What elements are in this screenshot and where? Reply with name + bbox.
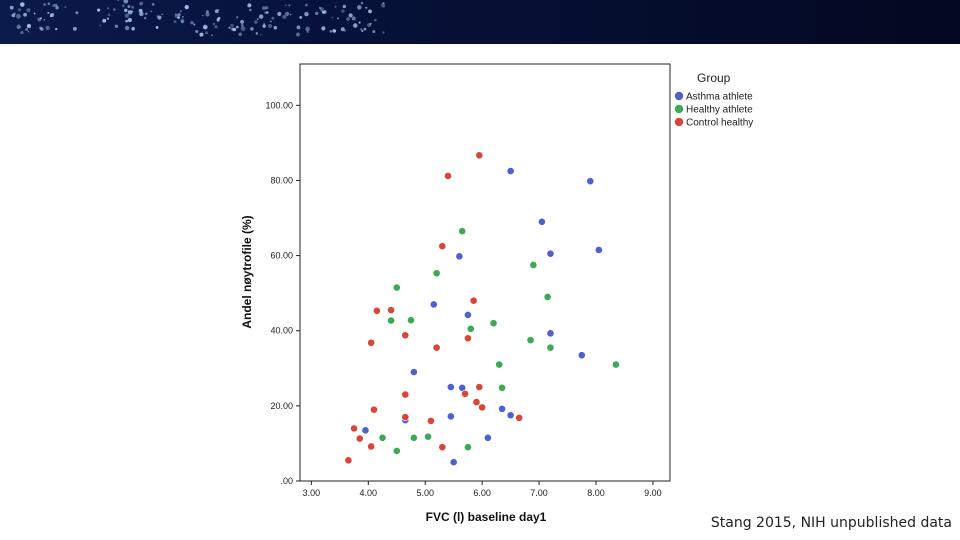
legend: Group Asthma athlete Healthy athlete Contr… [674, 71, 753, 129]
legend-label: Control healthy [686, 118, 753, 129]
data-point-series-2 [515, 413, 524, 422]
data-point-series-1 [543, 293, 552, 301]
data-point-series-0 [361, 426, 370, 435]
y-tick-label: .00 [280, 476, 293, 486]
y-tick-label: 100.00 [265, 100, 293, 110]
data-point-series-1 [489, 319, 498, 328]
data-point-series-2 [367, 442, 376, 451]
data-point-series-2 [444, 172, 452, 180]
data-point-series-1 [387, 316, 395, 325]
data-point-series-0 [446, 412, 455, 421]
legend-label: Healthy athlete [686, 105, 753, 116]
data-point-series-1 [526, 336, 535, 345]
data-point-series-2 [370, 405, 378, 414]
data-point-series-1 [546, 343, 555, 352]
banner-dot-pattern [9, 0, 386, 37]
data-point-series-0 [446, 383, 455, 391]
data-point-series-2 [427, 416, 435, 425]
data-point-series-2 [438, 242, 447, 251]
y-tick-label: 60.00 [270, 251, 293, 261]
data-point-series-0 [546, 329, 555, 338]
data-point-series-1 [392, 447, 401, 455]
data-point-series-2 [478, 403, 487, 412]
legend-title: Group [697, 71, 731, 85]
legend-label: Asthma athlete [686, 92, 753, 103]
data-point-series-1 [407, 316, 415, 325]
y-tick-label: 40.00 [270, 326, 293, 336]
data-point-series-1 [392, 283, 401, 292]
data-point-series-1 [458, 227, 467, 236]
x-tick-label: 4.00 [360, 488, 378, 498]
y-tick-label: 20.00 [270, 401, 293, 411]
data-point-series-0 [464, 311, 472, 319]
data-point-series-2 [367, 338, 376, 347]
data-point-series-0 [538, 217, 546, 226]
data-point-series-1 [495, 360, 504, 369]
data-point-series-0 [449, 458, 458, 467]
plot-area [299, 63, 671, 482]
legend-marker [674, 91, 684, 101]
data-point-series-0 [586, 177, 595, 186]
data-point-series-0 [409, 368, 418, 376]
data-point-series-2 [475, 151, 484, 160]
data-point-series-1 [529, 261, 538, 269]
data-point-series-2 [472, 398, 481, 407]
data-point-series-0 [546, 249, 555, 258]
x-tick-label: 7.00 [530, 488, 548, 498]
data-point-series-2 [401, 413, 410, 422]
data-point-series-2 [372, 306, 381, 315]
data-point-series-2 [387, 306, 395, 314]
x-tick-label: 5.00 [416, 488, 434, 498]
x-tick-label: 3.00 [303, 488, 321, 498]
x-tick-label: 6.00 [473, 488, 491, 498]
data-point-series-0 [455, 252, 464, 261]
x-axis-title: FVC (l) baseline day1 [426, 510, 547, 524]
data-point-series-2 [401, 390, 410, 399]
y-tick-label: 80.00 [270, 175, 293, 185]
data-point-series-0 [594, 246, 603, 254]
data-point-series-0 [506, 411, 515, 420]
data-point-series-2 [475, 383, 484, 391]
data-point-series-2 [432, 343, 441, 352]
y-axis-title: Andel nøytrofile (%) [240, 215, 254, 328]
data-point-series-2 [438, 443, 447, 452]
x-tick-label: 8.00 [587, 488, 605, 498]
data-point-series-2 [464, 334, 472, 343]
legend-marker [674, 117, 684, 127]
data-point-series-0 [577, 351, 586, 360]
data-point-series-1 [409, 433, 418, 442]
data-point-series-1 [466, 324, 475, 333]
data-point-series-2 [469, 296, 478, 305]
data-point-series-2 [350, 424, 358, 433]
data-point-series-0 [498, 404, 506, 413]
data-point-series-1 [464, 443, 472, 452]
data-point-series-1 [498, 383, 506, 392]
x-tick-label: 9.00 [644, 488, 662, 498]
data-point-series-0 [483, 433, 492, 442]
data-point-series-2 [355, 434, 364, 443]
data-point-series-2 [401, 331, 410, 340]
data-point-series-1 [378, 433, 387, 442]
data-point-series-1 [424, 432, 432, 441]
header-banner [0, 0, 960, 44]
data-point-series-1 [432, 269, 441, 278]
data-point-series-2 [344, 456, 353, 465]
data-point-series-0 [506, 167, 515, 175]
data-point-series-0 [429, 300, 438, 309]
legend-marker [674, 104, 684, 114]
data-point-series-1 [612, 360, 620, 369]
source-note: Stang 2015, NIH unpublished data [710, 515, 952, 531]
data-point-series-2 [461, 389, 469, 398]
